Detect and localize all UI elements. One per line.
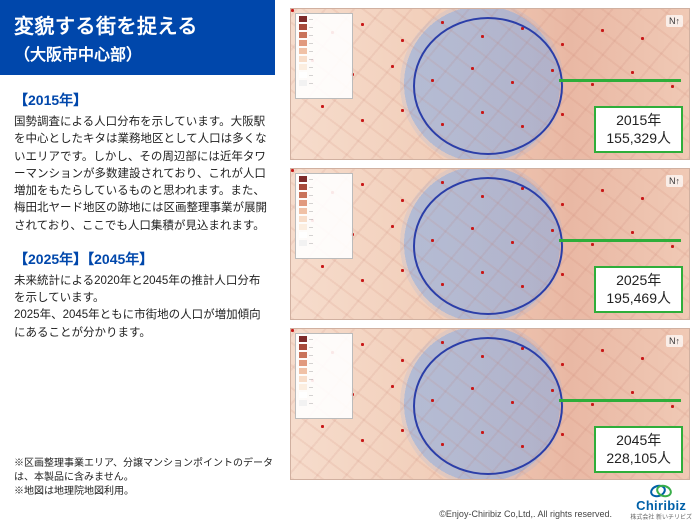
compass-icon: N↑ — [666, 335, 683, 347]
map-population: 228,105人 — [606, 450, 671, 466]
section-body-2015: 国勢調査による人口分布を示しています。大阪駅を中心としたキタは業務地区として人口… — [14, 114, 270, 235]
copyright-text: ©Enjoy-Chiribiz Co,Ltd,. All rights rese… — [439, 509, 612, 519]
compass-icon: N↑ — [666, 15, 683, 27]
footnotes: ※区画整理事業エリア、分譲マンションポイントのデータは、本製品に含みません。 ※… — [14, 457, 274, 499]
section-body-2025-2045: 未来統計による2020年と2045年の推計人口分布を示しています。 2025年、… — [14, 273, 270, 342]
section-heading-2025-2045: 【2025年】【2045年】 — [14, 249, 270, 269]
map-label-2015: 2015年 155,329人 — [594, 106, 683, 153]
map-highlight-line-icon — [559, 399, 681, 402]
map-year: 2025年 — [616, 272, 661, 288]
compass-icon: N↑ — [666, 175, 683, 187]
map-population: 155,329人 — [606, 130, 671, 146]
brand-logo-subtext: 株式会社 新いチリビズ — [630, 512, 692, 521]
description-column: 【2015年】 国勢調査による人口分布を示しています。大阪駅を中心としたキタは業… — [14, 90, 270, 356]
map-highlight-line-icon — [559, 239, 681, 242]
map-legend: ————————— — [295, 13, 353, 99]
map-panel-2015: ————————— N↑ 2015年 155,329人 — [290, 8, 690, 160]
map-focus-circle-icon — [413, 337, 563, 475]
brand-logo: Chiribiz 株式会社 新いチリビズ — [630, 482, 692, 521]
map-legend: ————————— — [295, 333, 353, 419]
footnote-1: ※区画整理事業エリア、分譲マンションポイントのデータは、本製品に含みません。 — [14, 457, 274, 485]
title-banner: 変貌する街を捉える （大阪市中心部） — [0, 0, 275, 75]
brand-logo-icon — [650, 482, 672, 500]
footnote-2: ※地図は地理院地図利用。 — [14, 485, 274, 499]
map-legend: ————————— — [295, 173, 353, 259]
page-subtitle: （大阪市中心部） — [14, 41, 261, 65]
brand-logo-text: Chiribiz — [636, 498, 686, 513]
map-year: 2015年 — [616, 112, 661, 128]
section-heading-2015: 【2015年】 — [14, 90, 270, 110]
map-focus-circle-icon — [413, 17, 563, 155]
map-label-2025: 2025年 195,469人 — [594, 266, 683, 313]
map-year: 2045年 — [616, 432, 661, 448]
map-panel-2025: ————————— N↑ 2025年 195,469人 — [290, 168, 690, 320]
map-population: 195,469人 — [606, 290, 671, 306]
map-panel-2045: ————————— N↑ 2045年 228,105人 — [290, 328, 690, 480]
map-focus-circle-icon — [413, 177, 563, 315]
map-highlight-line-icon — [559, 79, 681, 82]
map-label-2045: 2045年 228,105人 — [594, 426, 683, 473]
map-column: ————————— N↑ 2015年 155,329人 ————————— N↑… — [290, 8, 690, 488]
page-title: 変貌する街を捉える — [14, 10, 261, 39]
